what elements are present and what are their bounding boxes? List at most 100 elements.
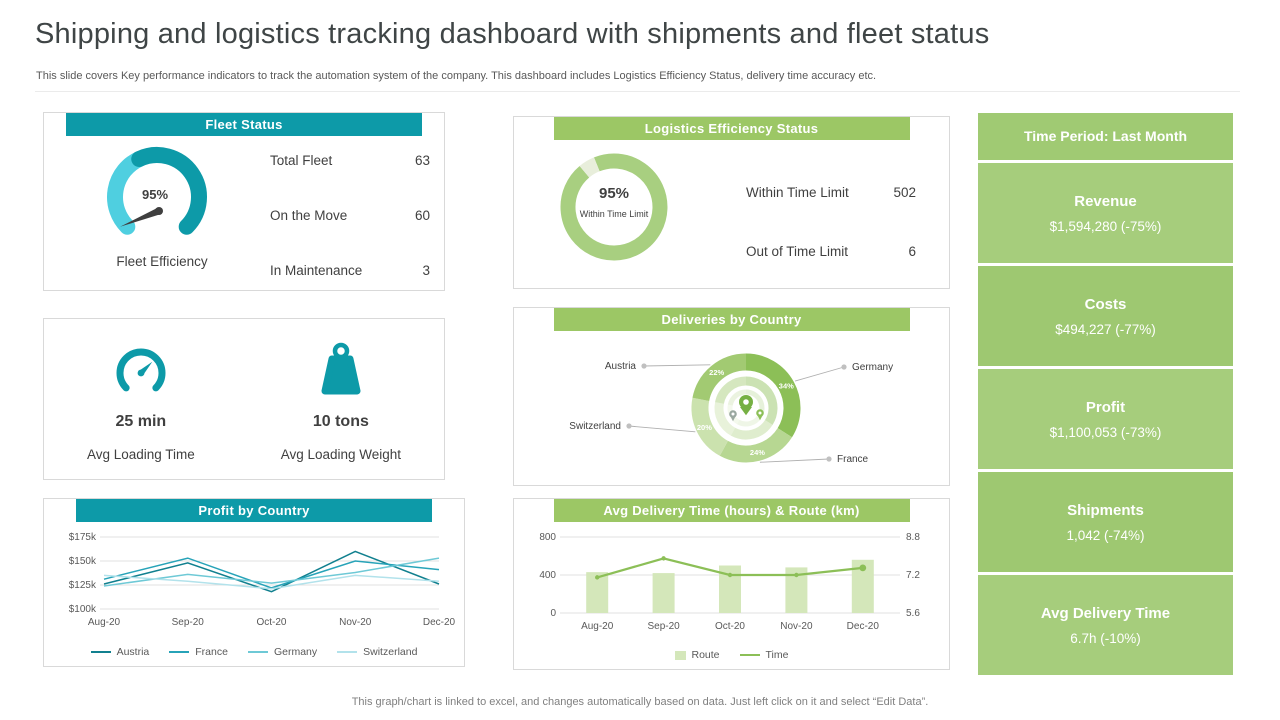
revenue-label: Revenue [1074, 192, 1137, 210]
stat-label-out-of-time-limit: Out of Time Limit [746, 244, 849, 259]
legend-item-france: France [169, 646, 228, 658]
legend-label-route: Route [691, 649, 720, 661]
stat-label-on-the-move: On the Move [270, 208, 348, 223]
revenue-value: $1,594,280 (-75%) [1049, 218, 1162, 234]
svg-text:Germany: Germany [852, 362, 893, 373]
legend-label-time: Time [765, 649, 789, 661]
fleet-efficiency-gauge[interactable]: 95% [52, 135, 262, 247]
svg-text:7.2: 7.2 [906, 570, 920, 581]
fleet-stat-row: On the Move 60 [270, 208, 430, 223]
svg-text:800: 800 [539, 532, 556, 543]
profit-value: $1,100,053 (-73%) [1049, 424, 1162, 440]
page-title: Shipping and logistics tracking dashboar… [35, 18, 990, 50]
fleet-gauge-label: Fleet Efficiency [116, 254, 208, 269]
deliveries-donut-chart[interactable]: 34% 24% 20% 22% Germany France Switzerland Aust… [514, 332, 947, 482]
avg-loading-weight-kpi: 10 tons Avg Loading Weight [281, 339, 401, 462]
delivery-route-header: Avg Delivery Time (hours) & Route (km) [553, 499, 910, 522]
svg-text:Nov-20: Nov-20 [780, 621, 813, 632]
loading-time-value: 25 min [115, 413, 167, 430]
loading-kpi-row: 25 min Avg Loading Time 10 tons Avg Load… [44, 339, 444, 462]
loading-weight-label: Avg Loading Weight [280, 447, 402, 462]
shipments-value: 1,042 (-74%) [1066, 527, 1145, 543]
legend-item-austria: Austria [90, 646, 150, 658]
stat-value-within-time-limit: 502 [893, 185, 916, 200]
deliveries-header: Deliveries by Country [553, 308, 910, 331]
svg-text:Nov-20: Nov-20 [339, 617, 372, 628]
fleet-status-panel: Fleet Status 95% Fleet Efficiency Total … [43, 112, 445, 291]
delivery-combo-chart[interactable]: 0 400 800 5.6 7.2 8.8 Aug-20 Sep-20 Oct-20 Nov-20… [514, 525, 947, 643]
svg-text:$175k: $175k [69, 532, 97, 543]
svg-text:400: 400 [539, 570, 556, 581]
avg-delivery-time-value: 6.7h (-10%) [1070, 630, 1141, 646]
loading-weight-value: 10 tons [312, 413, 369, 430]
delivery-route-panel: Avg Delivery Time (hours) & Route (km) 0… [513, 498, 950, 670]
fleet-status-header: Fleet Status [66, 113, 422, 136]
logistics-donut-block: 95% Within Time Limit [558, 151, 670, 263]
sidebar-item-profit: Profit $1,100,053 (-73%) [978, 369, 1233, 469]
legend-label-switzerland: Switzerland [363, 646, 418, 658]
fleet-stat-row: In Maintenance 3 [270, 263, 430, 278]
profit-label: Profit [1085, 398, 1126, 416]
stat-label-within-time-limit: Within Time Limit [746, 185, 849, 200]
sidebar-item-shipments: Shipments 1,042 (-74%) [978, 472, 1233, 572]
logistics-stat-row: Out of Time Limit 6 [746, 244, 916, 259]
austria-line-swatch [90, 650, 111, 654]
weight-icon [321, 342, 361, 395]
stat-label-total-fleet: Total Fleet [270, 153, 333, 168]
switzerland-line-swatch [337, 650, 358, 654]
legend-item-route: Route [674, 649, 720, 661]
time-line-swatch [739, 653, 760, 657]
header-divider [35, 91, 1240, 92]
france-line-swatch [169, 650, 190, 654]
svg-text:Dec-20: Dec-20 [847, 621, 880, 632]
svg-text:0: 0 [550, 608, 556, 619]
logistics-donut-chart[interactable] [558, 151, 670, 263]
fleet-gauge-block: 95% Fleet Efficiency [52, 135, 272, 269]
svg-text:5.6: 5.6 [906, 608, 920, 619]
speedometer-icon [116, 348, 166, 392]
shipments-label: Shipments [1067, 501, 1144, 519]
svg-text:$150k: $150k [69, 556, 97, 567]
svg-text:Switzerland: Switzerland [569, 421, 621, 432]
svg-text:Sep-20: Sep-20 [647, 621, 680, 632]
loading-time-label: Avg Loading Time [86, 447, 195, 462]
svg-text:Aug-20: Aug-20 [581, 621, 614, 632]
profit-header: Profit by Country [76, 499, 432, 522]
profit-panel: Profit by Country $100k $125k $150k $175k Au… [43, 498, 465, 667]
svg-text:34%: 34% [779, 381, 794, 390]
svg-text:95%: 95% [142, 187, 168, 202]
sidebar-item-costs: Costs $494,227 (-77%) [978, 266, 1233, 366]
profit-line-chart[interactable]: $100k $125k $150k $175k Aug-20 Sep-20 Oct-20 No… [44, 525, 462, 641]
fleet-stats: Total Fleet 63 On the Move 60 In Mainten… [270, 153, 430, 278]
germany-line-swatch [247, 650, 268, 654]
svg-text:France: France [837, 454, 869, 465]
avg-loading-time-kpi: 25 min Avg Loading Time [87, 339, 195, 462]
costs-label: Costs [1084, 295, 1127, 313]
avg-delivery-time-label: Avg Delivery Time [1040, 604, 1171, 622]
svg-text:$100k: $100k [69, 604, 97, 615]
delivery-legend: Route Time [514, 649, 949, 661]
svg-text:20%: 20% [697, 423, 712, 432]
svg-text:Oct-20: Oct-20 [715, 621, 745, 632]
svg-text:8.8: 8.8 [906, 532, 920, 543]
fleet-stat-row: Total Fleet 63 [270, 153, 430, 168]
logistics-efficiency-panel: Logistics Efficiency Status 95% Within T… [513, 116, 950, 289]
legend-label-austria: Austria [116, 646, 150, 658]
costs-value: $494,227 (-77%) [1055, 321, 1156, 337]
stat-value-on-the-move: 60 [414, 208, 430, 223]
stat-label-in-maintenance: In Maintenance [270, 263, 363, 278]
sidebar-item-revenue: Revenue $1,594,280 (-75%) [978, 163, 1233, 263]
route-bar-swatch [674, 650, 686, 660]
svg-text:$125k: $125k [69, 580, 97, 591]
logistics-stats: Within Time Limit 502 Out of Time Limit … [746, 185, 916, 259]
legend-item-switzerland: Switzerland [337, 646, 417, 658]
stat-value-out-of-time-limit: 6 [908, 244, 916, 259]
svg-text:Oct-20: Oct-20 [256, 617, 286, 628]
stat-value-total-fleet: 63 [414, 153, 430, 168]
svg-text:24%: 24% [750, 448, 765, 457]
sidebar-item-avg-delivery-time: Avg Delivery Time 6.7h (-10%) [978, 575, 1233, 675]
svg-text:Sep-20: Sep-20 [172, 617, 205, 628]
page-subtitle: This slide covers Key performance indica… [36, 70, 877, 82]
svg-text:Aug-20: Aug-20 [88, 617, 121, 628]
svg-text:Dec-20: Dec-20 [423, 617, 456, 628]
